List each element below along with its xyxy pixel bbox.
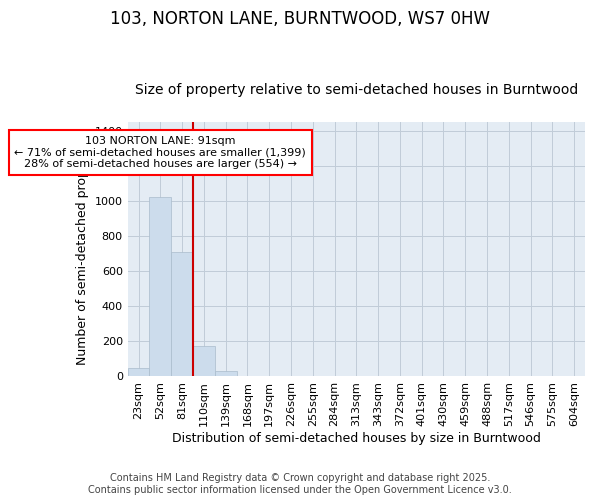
Bar bbox=[193, 346, 215, 376]
X-axis label: Distribution of semi-detached houses by size in Burntwood: Distribution of semi-detached houses by … bbox=[172, 432, 541, 445]
Title: Size of property relative to semi-detached houses in Burntwood: Size of property relative to semi-detach… bbox=[135, 83, 578, 97]
Bar bbox=[128, 368, 149, 376]
Bar bbox=[171, 252, 193, 376]
Y-axis label: Number of semi-detached properties: Number of semi-detached properties bbox=[76, 134, 89, 365]
Text: 103 NORTON LANE: 91sqm
← 71% of semi-detached houses are smaller (1,399)
28% of : 103 NORTON LANE: 91sqm ← 71% of semi-det… bbox=[14, 136, 306, 169]
Bar bbox=[215, 371, 236, 376]
Text: Contains HM Land Registry data © Crown copyright and database right 2025.
Contai: Contains HM Land Registry data © Crown c… bbox=[88, 474, 512, 495]
Bar bbox=[149, 198, 171, 376]
Text: 103, NORTON LANE, BURNTWOOD, WS7 0HW: 103, NORTON LANE, BURNTWOOD, WS7 0HW bbox=[110, 10, 490, 28]
